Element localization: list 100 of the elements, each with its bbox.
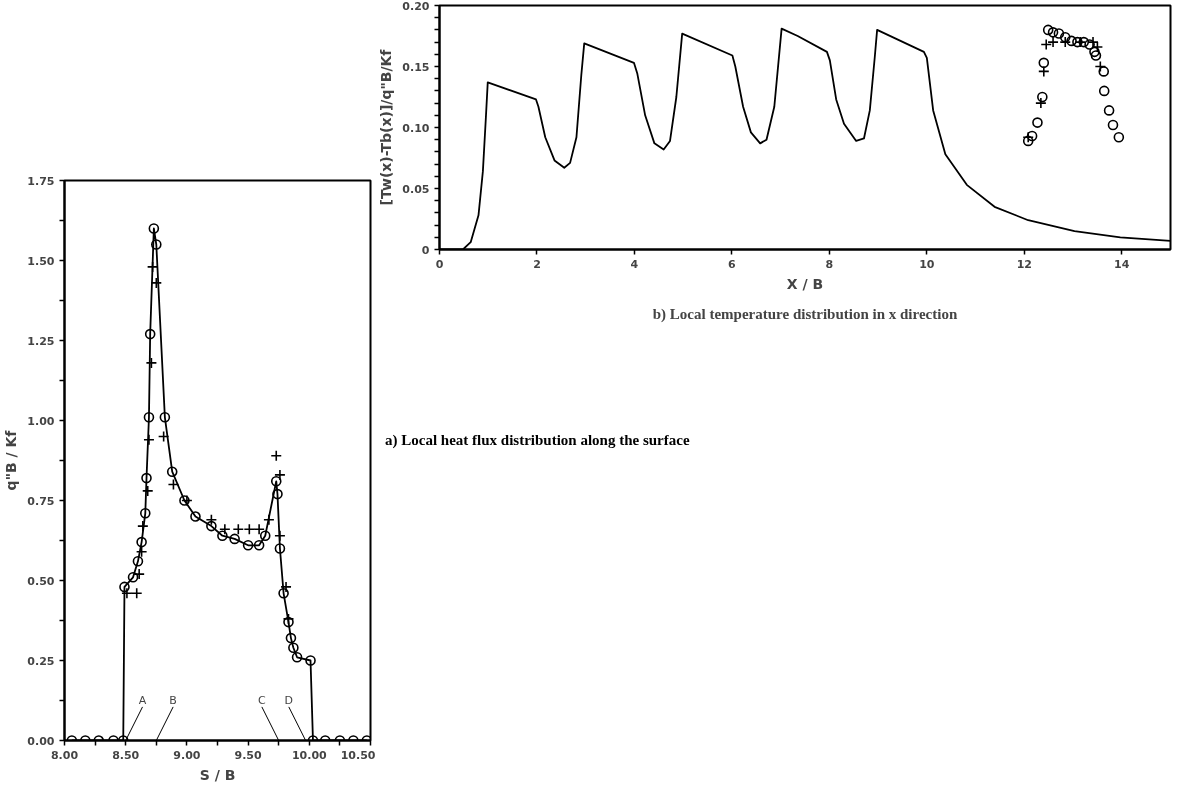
point xyxy=(1035,97,1047,109)
x-tick-label: 9.00 xyxy=(173,748,201,762)
point xyxy=(253,523,265,536)
point xyxy=(1087,36,1099,48)
point xyxy=(157,430,170,443)
y-tick-label: 1.00 xyxy=(27,414,55,428)
x-tick-label: 12 xyxy=(1016,257,1032,271)
point xyxy=(121,587,133,600)
point xyxy=(144,328,156,340)
point xyxy=(166,466,178,477)
point xyxy=(1094,60,1107,73)
annotation: A xyxy=(138,693,147,707)
y-tick-label: 1.50 xyxy=(27,254,55,268)
point xyxy=(141,472,152,484)
point xyxy=(1042,24,1054,36)
text: b) Local temperature distribution in x direction xyxy=(652,305,958,323)
point xyxy=(1084,39,1095,50)
point xyxy=(148,223,160,234)
point xyxy=(1107,119,1119,131)
point xyxy=(242,540,254,551)
point xyxy=(253,540,265,551)
point xyxy=(190,511,201,522)
x-tick-label: 10.50 xyxy=(340,748,376,762)
y-tick-label: 0 xyxy=(421,243,430,257)
point xyxy=(291,652,303,663)
point xyxy=(272,488,283,500)
x-tick-label: 4 xyxy=(630,257,639,271)
point xyxy=(130,587,143,600)
point xyxy=(136,536,147,548)
point xyxy=(270,449,283,462)
y-tick-label: 1.75 xyxy=(27,174,55,188)
y-tick-label: 0.15 xyxy=(402,60,430,74)
point xyxy=(141,485,154,497)
y-tick-label: 1.25 xyxy=(27,334,55,348)
point xyxy=(205,513,218,526)
point xyxy=(1113,131,1125,143)
x-tick-label: 10 xyxy=(919,257,935,271)
point xyxy=(1090,50,1102,61)
point xyxy=(285,632,297,644)
point xyxy=(159,412,171,423)
x-tick-label: 10.00 xyxy=(291,748,328,762)
x-tick-label: 6 xyxy=(728,257,737,271)
point xyxy=(167,478,180,491)
y-axis-title: q"B / Kf xyxy=(3,429,20,491)
x-axis-title: S / B xyxy=(199,766,236,783)
point xyxy=(1103,105,1115,116)
point xyxy=(150,277,163,289)
point xyxy=(145,357,158,369)
point xyxy=(119,581,130,593)
x-tick-label: 9.50 xyxy=(234,748,263,762)
point xyxy=(1037,65,1050,78)
x-tick-label: 8 xyxy=(825,257,834,271)
y-tick-label: 0.10 xyxy=(402,121,430,135)
point xyxy=(274,543,286,554)
point xyxy=(229,533,240,545)
x-tick-label: 8.50 xyxy=(112,748,140,762)
y-tick-label: 0.75 xyxy=(27,494,55,508)
x-tick-label: 8.00 xyxy=(50,748,79,762)
point xyxy=(305,655,316,666)
y-tick-label: 0.20 xyxy=(402,0,430,13)
point xyxy=(1098,85,1110,97)
x-axis-title: X / B xyxy=(786,275,824,292)
y-tick-label: 0.50 xyxy=(27,574,55,588)
point xyxy=(1059,31,1071,43)
point xyxy=(1022,135,1034,147)
point xyxy=(1072,36,1083,48)
annotation: C xyxy=(258,693,267,707)
x-tick-label: 2 xyxy=(533,257,541,271)
point xyxy=(139,508,151,519)
point xyxy=(1053,28,1065,39)
point xyxy=(132,556,144,567)
point xyxy=(1026,130,1038,142)
annotation: D xyxy=(284,693,294,707)
point xyxy=(1098,66,1110,77)
point xyxy=(243,523,256,536)
point xyxy=(1059,36,1072,48)
point xyxy=(232,523,245,536)
point xyxy=(206,520,217,532)
point xyxy=(151,239,162,250)
point xyxy=(259,530,271,541)
point xyxy=(1037,91,1048,103)
point xyxy=(1078,36,1090,48)
point xyxy=(1032,117,1043,128)
point xyxy=(263,513,275,526)
y-tick-label: 0.25 xyxy=(27,654,55,668)
y-axis-title: [Tw(x)-Tb(x)]/q"B/Kf xyxy=(378,48,395,206)
text: a) Local heat flux distribution along the surface xyxy=(385,431,690,450)
point xyxy=(1038,57,1050,69)
point xyxy=(1047,27,1059,38)
y-tick-label: 0.00 xyxy=(27,734,55,748)
x-tick-label: 14 xyxy=(1114,257,1130,271)
point xyxy=(143,433,155,446)
x-tick-label: 0 xyxy=(435,257,444,271)
point xyxy=(143,412,155,423)
point xyxy=(137,520,149,532)
annotation: B xyxy=(169,693,177,707)
point xyxy=(1022,131,1034,144)
point xyxy=(1066,35,1077,47)
point xyxy=(288,642,299,653)
y-tick-label: 0.05 xyxy=(402,182,430,196)
